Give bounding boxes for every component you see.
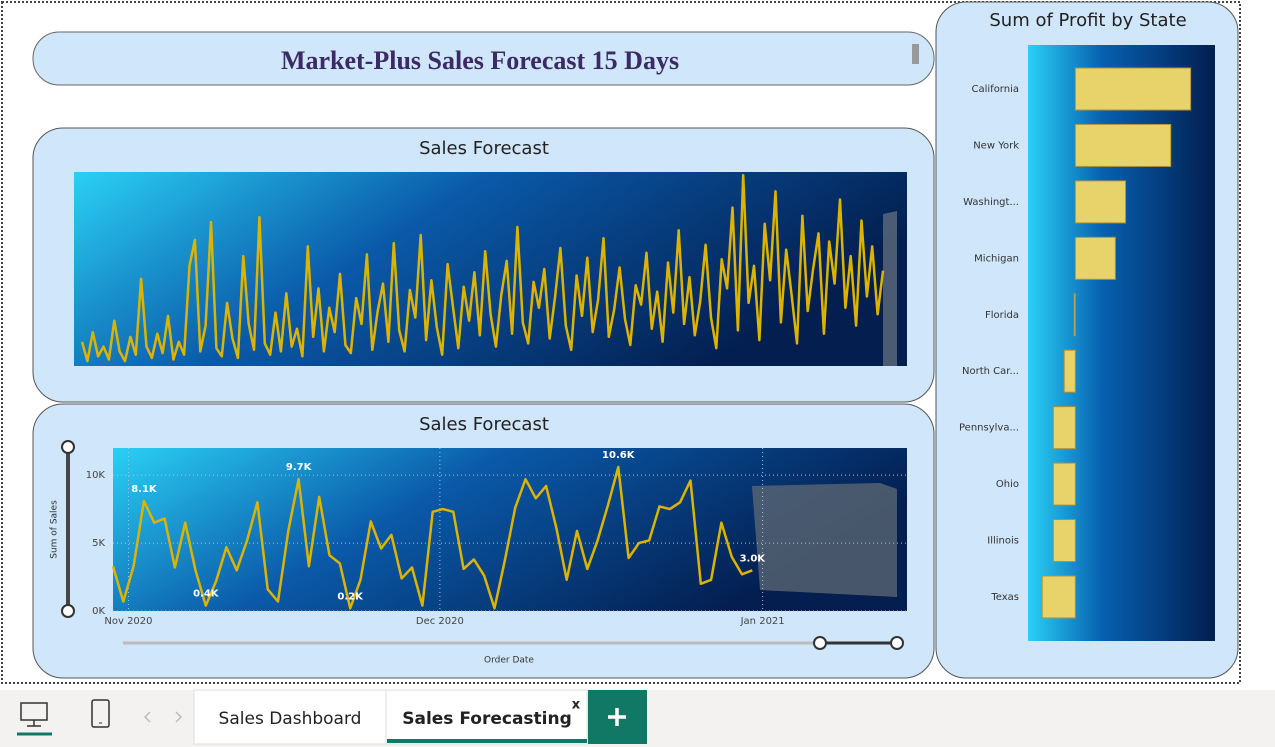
- y-tick-label: New York: [973, 140, 1019, 151]
- data-label: 0.2K: [337, 591, 364, 602]
- add-page[interactable]: [588, 690, 647, 744]
- tab-active[interactable]: [385, 689, 588, 745]
- slider-handle[interactable]: [813, 636, 827, 650]
- bar: [1073, 293, 1076, 337]
- y-axis-title: Sum of Sales: [50, 500, 60, 559]
- y-tick-label: Texas: [990, 592, 1019, 603]
- y-tick-label: Pennsylva...: [959, 423, 1019, 434]
- tab[interactable]: [193, 689, 387, 745]
- y-tick-label: 10K: [86, 470, 106, 481]
- scrollbar: [912, 44, 919, 64]
- bar: [1063, 349, 1076, 393]
- y-tick-label: 5K: [92, 538, 105, 549]
- canvas-border: [1, 1, 1241, 684]
- tab-label[interactable]: Sales Forecasting: [402, 709, 572, 729]
- mobile-icon[interactable]: [91, 699, 110, 728]
- y-tick-label: Ohio: [996, 479, 1019, 490]
- y-tick-label: North Car...: [962, 366, 1019, 377]
- x-tick-label: Jan 2021: [740, 616, 785, 627]
- tab-label[interactable]: Sales Dashboard: [219, 709, 362, 729]
- y-tick-label: Illinois: [987, 536, 1019, 547]
- next-arrow[interactable]: [175, 711, 183, 723]
- data-label: 9.7K: [286, 462, 313, 473]
- y-tick-label: 0K: [92, 606, 105, 617]
- bar: [1052, 406, 1076, 450]
- bar: [1052, 519, 1076, 563]
- forecast-band: [883, 211, 897, 366]
- x-tick-label: Dec 2020: [416, 616, 464, 627]
- bar: [1052, 462, 1076, 506]
- prev-arrow[interactable]: [143, 711, 151, 723]
- series-line: [111, 465, 753, 610]
- chart-title: Sales Forecast: [419, 414, 549, 435]
- slider-handle[interactable]: [61, 604, 75, 618]
- data-label: 8.1K: [131, 484, 158, 495]
- bar: [1074, 67, 1192, 111]
- y-tick-label: Washingt...: [963, 197, 1019, 208]
- forecast-band: [752, 483, 897, 597]
- series-line: [80, 173, 885, 363]
- y-tick-label: California: [972, 84, 1020, 95]
- x-tick-label: Nov 2020: [104, 616, 152, 627]
- chart-title: Sales Forecast: [419, 138, 549, 159]
- title-panel: [32, 31, 935, 86]
- desktop-icon[interactable]: [17, 702, 52, 736]
- report-title: Market-Plus Sales Forecast 15 Days: [281, 46, 679, 75]
- bar: [1074, 180, 1127, 224]
- bar: [1041, 575, 1076, 619]
- bar: [1074, 123, 1172, 167]
- chart-title: Sum of Profit by State: [989, 10, 1186, 31]
- y-tick-label: Michigan: [974, 253, 1019, 264]
- y-tick-label: Florida: [985, 310, 1019, 321]
- bar: [1074, 236, 1116, 280]
- data-label: 0.4K: [193, 589, 220, 600]
- slider-handle[interactable]: [890, 636, 904, 650]
- data-label: 3.0K: [740, 553, 767, 564]
- close-tab[interactable]: x: [572, 698, 581, 713]
- slider-handle[interactable]: [61, 440, 75, 454]
- x-axis-title: Order Date: [484, 656, 534, 666]
- data-label: 10.6K: [602, 450, 636, 461]
